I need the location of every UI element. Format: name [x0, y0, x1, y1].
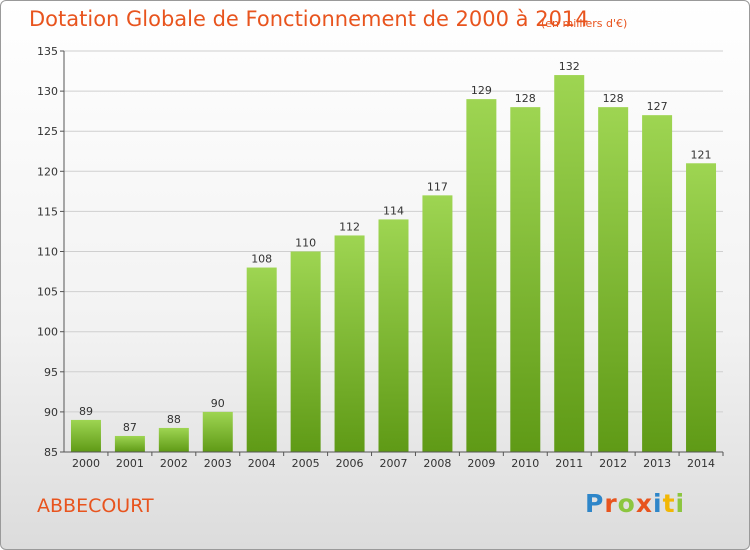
- x-tick-label: 2005: [292, 457, 320, 470]
- data-label: 89: [79, 405, 93, 418]
- x-tick-label: 2006: [336, 457, 364, 470]
- logo-letter: P: [585, 489, 605, 518]
- y-tick-label: 110: [37, 246, 58, 259]
- logo-letter: t: [662, 489, 676, 518]
- logo-letter: r: [604, 489, 618, 518]
- data-label: 121: [691, 148, 712, 161]
- unit-note: (en milliers d'€): [541, 17, 628, 30]
- axes: [60, 50, 724, 456]
- bar: [246, 267, 277, 452]
- bar: [158, 427, 189, 452]
- bar: [422, 195, 453, 453]
- logo-letter: i: [675, 489, 686, 518]
- bar: [70, 419, 101, 452]
- data-label: 132: [559, 60, 580, 73]
- x-tick-label: 2004: [248, 457, 276, 470]
- bar: [114, 435, 145, 452]
- data-label: 127: [647, 100, 668, 113]
- bar: [466, 99, 497, 453]
- x-tick-label: 2009: [467, 457, 495, 470]
- data-label: 90: [211, 397, 225, 410]
- x-tick-label: 2010: [511, 457, 539, 470]
- data-label: 128: [603, 92, 624, 105]
- y-tick-label: 125: [37, 125, 58, 138]
- x-tick-label: 2008: [423, 457, 451, 470]
- x-tick-label: 2013: [643, 457, 671, 470]
- x-tick-label: 2014: [687, 457, 715, 470]
- x-tick-label: 2011: [555, 457, 583, 470]
- bar: [378, 219, 409, 452]
- y-tick-label: 95: [44, 366, 58, 379]
- x-tick-label: 2012: [599, 457, 627, 470]
- data-label: 117: [427, 180, 448, 193]
- data-label: 88: [167, 413, 181, 426]
- data-label: 112: [339, 220, 360, 233]
- logo-letter: o: [617, 489, 636, 518]
- bar: [202, 411, 233, 452]
- bar: [554, 75, 585, 452]
- y-tick-label: 115: [37, 205, 58, 218]
- bar: [598, 107, 629, 452]
- chart-title: Dotation Globale de Fonctionnement de 20…: [29, 7, 589, 31]
- x-tick-label: 2001: [116, 457, 144, 470]
- y-tick-label: 85: [44, 446, 58, 459]
- y-tick-label: 130: [37, 85, 58, 98]
- y-tick-label: 120: [37, 165, 58, 178]
- x-tick-label: 2003: [204, 457, 232, 470]
- commune-name: ABBECOURT: [37, 495, 154, 517]
- bar: [290, 251, 321, 452]
- data-label: 114: [383, 204, 404, 217]
- data-label: 128: [515, 92, 536, 105]
- bar: [686, 163, 717, 452]
- logo-letter: i: [653, 489, 663, 518]
- data-label: 129: [471, 84, 492, 97]
- proxiti-logo: Proxiti: [585, 489, 685, 518]
- bar: [642, 115, 673, 452]
- data-label: 108: [251, 253, 272, 266]
- bar: [334, 235, 365, 452]
- labels: 85 90 95 100 105 110 115 120 125 130 135 89 2000 87 20…: [37, 45, 715, 470]
- x-tick-label: 2002: [160, 457, 188, 470]
- data-label: 110: [295, 237, 316, 250]
- y-tick-label: 100: [37, 326, 58, 339]
- data-label: 87: [123, 421, 137, 434]
- bar: [510, 107, 541, 452]
- y-tick-label: 90: [44, 406, 58, 419]
- x-tick-label: 2007: [380, 457, 408, 470]
- logo-letter: x: [635, 489, 653, 518]
- bars: [70, 75, 717, 453]
- y-tick-label: 135: [37, 45, 58, 58]
- x-tick-label: 2000: [72, 457, 100, 470]
- y-tick-label: 105: [37, 286, 58, 299]
